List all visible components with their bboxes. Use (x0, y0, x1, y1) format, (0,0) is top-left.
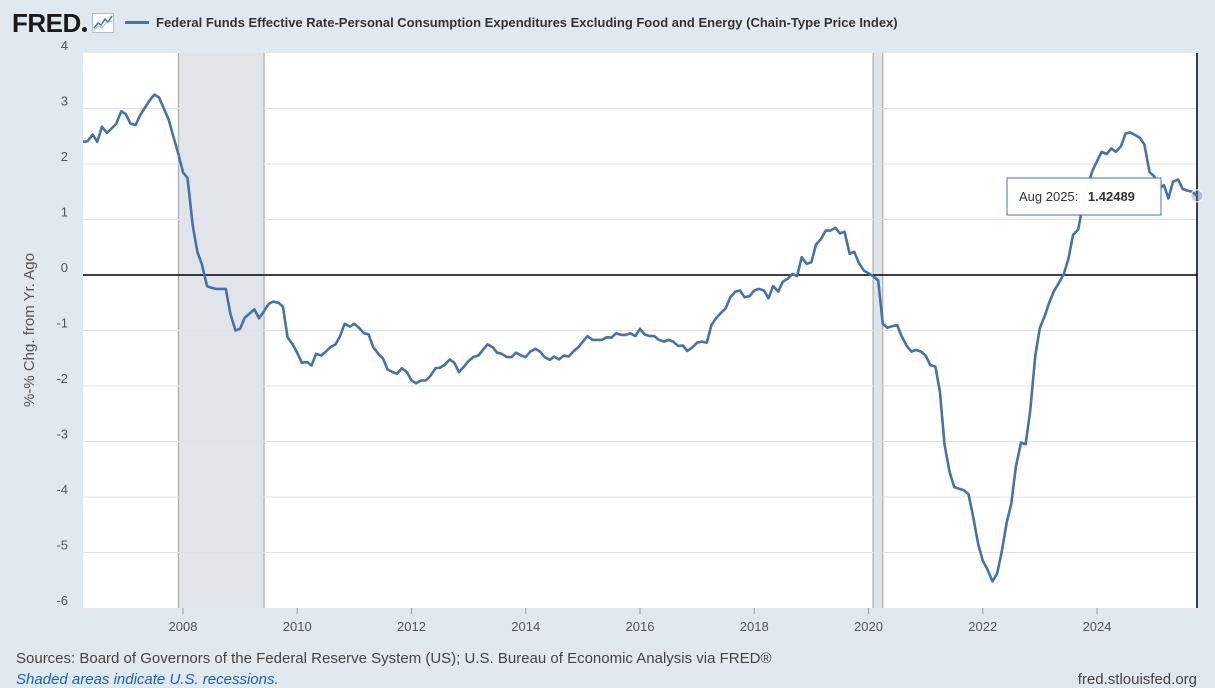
fred-logo-text: FRED (12, 7, 81, 38)
x-tick-label-2010: 2010 (283, 619, 312, 634)
y-tick-label-0: 0 (61, 260, 68, 275)
series-line[interactable] (82, 93, 1198, 583)
y-tick-label--1: -1 (56, 316, 68, 331)
hover-point-marker (1190, 189, 1204, 203)
x-tick-label-2020: 2020 (854, 619, 883, 634)
tooltip-value: 1.42489 (1088, 189, 1135, 204)
chart-legend: Federal Funds Effective Rate-Personal Co… (125, 15, 898, 30)
legend-series-swatch (125, 21, 149, 24)
grid-lines (83, 108, 1197, 553)
x-tick-label-2016: 2016 (626, 619, 655, 634)
y-tick-label-3: 3 (61, 94, 68, 109)
y-tick-label--4: -4 (56, 482, 68, 497)
tooltip-box (1006, 177, 1162, 216)
x-tick-label-2024: 2024 (1083, 619, 1112, 634)
fred-logo-dot (81, 26, 87, 32)
x-tick-label-2012: 2012 (397, 619, 426, 634)
y-tick-label-2: 2 (61, 149, 68, 164)
x-tick-label-2022: 2022 (968, 619, 997, 634)
y-axis-ticks: 4 3 2 1 0 -1 -2 -3 -4 -5 -6 (56, 38, 68, 608)
x-tick-label-2018: 2018 (740, 619, 769, 634)
y-tick-label-1: 1 (61, 205, 68, 220)
y-axis-label: %-% Chg. from Yr. Ago (21, 253, 38, 407)
x-axis-ticks: 2008 2010 2012 2014 2016 2018 2020 2022 2024 (169, 608, 1112, 634)
fred-logo[interactable]: FRED (12, 8, 114, 38)
site-url[interactable]: fred.stlouisfed.org (1077, 671, 1197, 688)
y-tick-label--6: -6 (56, 593, 68, 608)
x-tick-label-2014: 2014 (511, 619, 540, 634)
tooltip-date: Aug 2025: (1019, 189, 1078, 204)
legend-series-label: Federal Funds Effective Rate-Personal Co… (156, 15, 898, 30)
x-tick-label-2008: 2008 (169, 619, 198, 634)
y-tick-label--2: -2 (56, 371, 68, 386)
recession-note-link[interactable]: Shaded areas indicate U.S. recessions. (16, 671, 279, 688)
y-tick-label-4: 4 (61, 38, 68, 53)
line-chart-icon (91, 13, 114, 33)
y-tick-label--5: -5 (56, 538, 68, 553)
tooltip: Aug 2025: 1.42489 (1006, 177, 1162, 216)
y-tick-label--3: -3 (56, 427, 68, 442)
sources-text: Sources: Board of Governors of the Feder… (16, 650, 772, 667)
svg-text:Aug 2025: 1.42489: Aug 2025: 1.42489 (1019, 189, 1135, 204)
